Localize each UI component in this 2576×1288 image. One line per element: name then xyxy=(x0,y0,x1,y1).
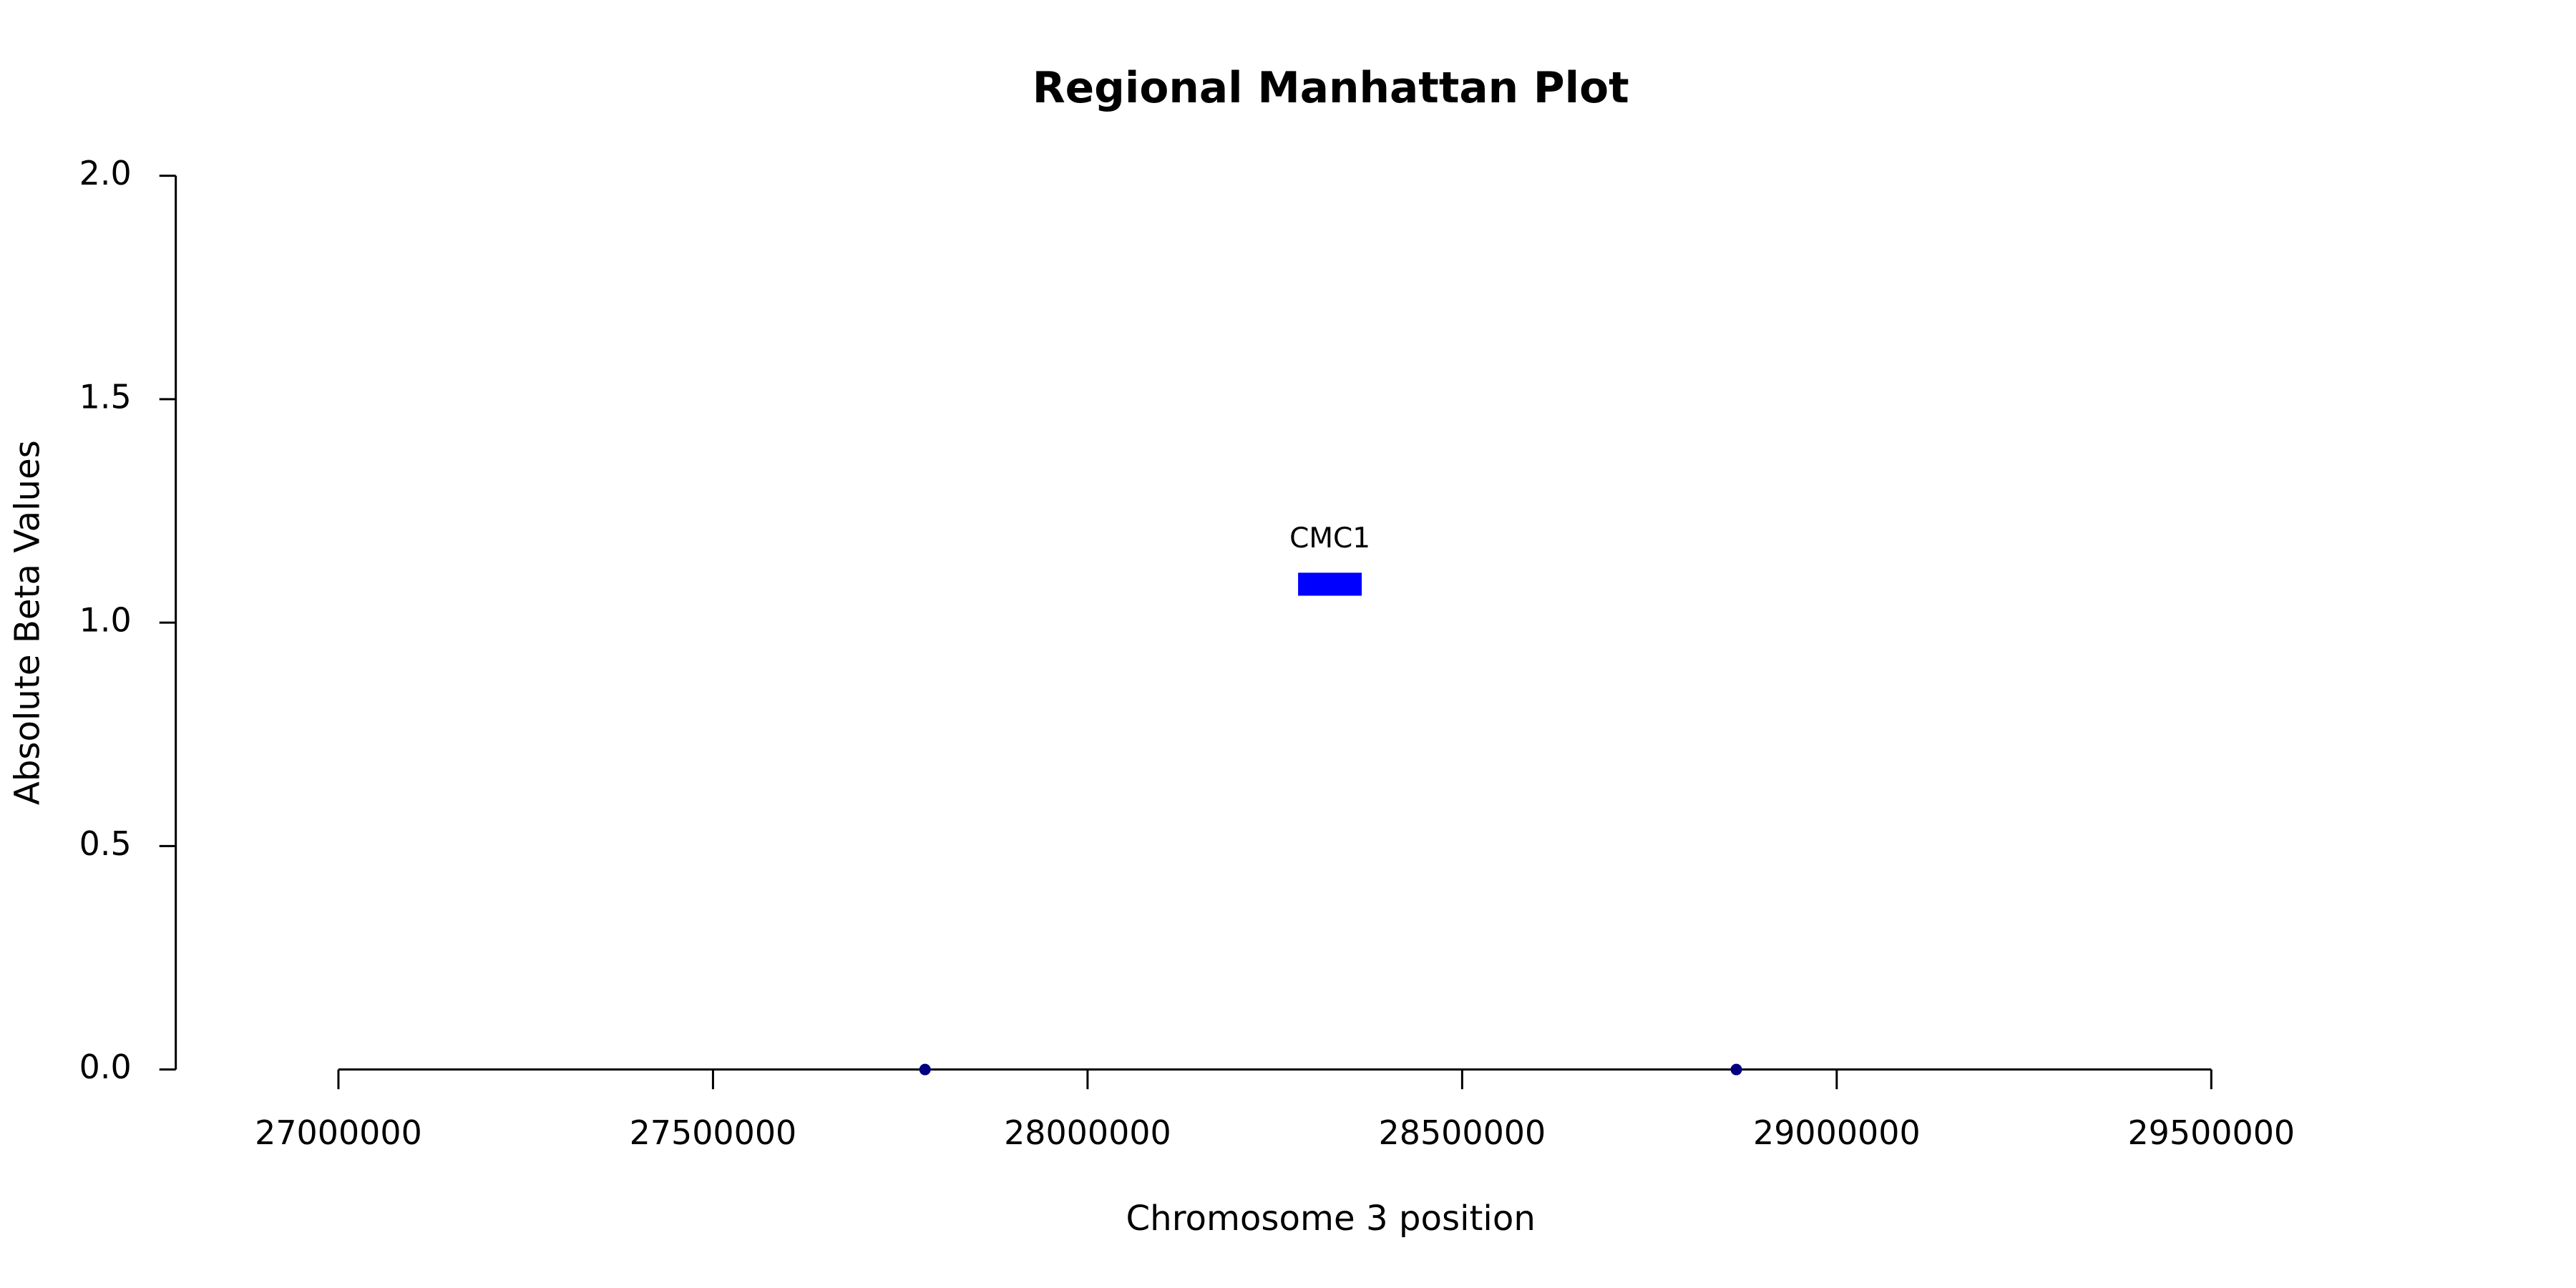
x-tick-label: 28500000 xyxy=(1379,1113,1546,1152)
chart-title: Regional Manhattan Plot xyxy=(1033,64,1629,113)
y-tick-label: 0.0 xyxy=(79,1048,132,1086)
y-tick-label: 2.0 xyxy=(79,154,132,192)
x-tick-label: 28000000 xyxy=(1004,1113,1171,1152)
x-tick-label: 27500000 xyxy=(630,1113,797,1152)
data-point xyxy=(919,1063,931,1075)
y-tick-label: 1.5 xyxy=(79,377,132,416)
gene-label: CMC1 xyxy=(1289,522,1370,555)
y-tick-label: 1.0 xyxy=(79,601,132,640)
x-tick-label: 27000000 xyxy=(255,1113,422,1152)
data-point xyxy=(1730,1063,1742,1075)
y-axis-label: Absolute Beta Values xyxy=(7,440,47,805)
gene xyxy=(1298,572,1362,596)
y-tick-label: 0.5 xyxy=(79,824,132,863)
x-tick-label: 29000000 xyxy=(1753,1113,1921,1152)
x-axis-label: Chromosome 3 position xyxy=(1126,1199,1536,1239)
x-tick-label: 29500000 xyxy=(2127,1113,2295,1152)
